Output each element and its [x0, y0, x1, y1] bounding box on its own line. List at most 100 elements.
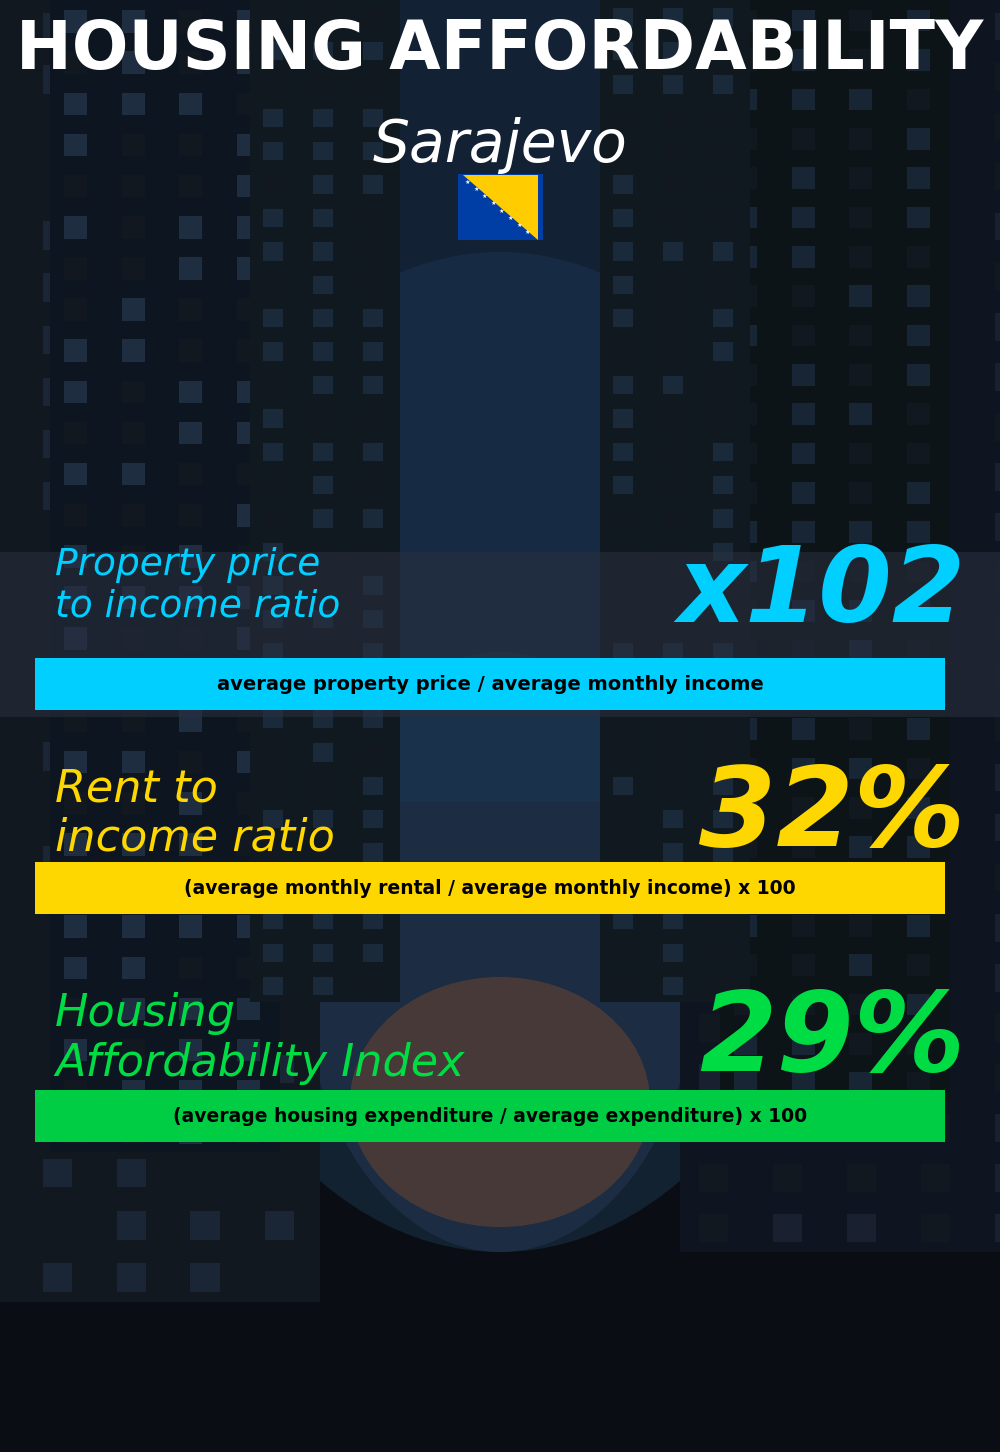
Ellipse shape — [150, 253, 850, 1252]
Bar — [920, 864, 950, 892]
Bar — [920, 764, 950, 791]
Bar — [264, 118, 294, 145]
Bar — [237, 134, 260, 157]
Bar — [262, 209, 283, 227]
Bar — [920, 1165, 950, 1192]
Bar — [64, 957, 87, 979]
Bar — [237, 216, 260, 238]
Bar — [64, 587, 87, 608]
Bar — [846, 113, 876, 141]
Bar — [262, 543, 283, 560]
Bar — [612, 844, 633, 861]
Bar — [772, 913, 802, 941]
Bar — [734, 719, 757, 741]
Bar — [179, 668, 202, 691]
Bar — [612, 743, 633, 761]
Bar — [662, 109, 682, 126]
Bar — [734, 600, 757, 621]
Bar — [662, 743, 682, 761]
Bar — [772, 514, 802, 540]
Bar — [64, 751, 87, 774]
Bar — [179, 340, 202, 362]
Text: Rent to
income ratio: Rent to income ratio — [55, 767, 335, 860]
Bar — [849, 954, 872, 976]
Bar — [179, 1080, 202, 1102]
Bar — [179, 10, 202, 33]
Bar — [179, 1038, 202, 1061]
Bar — [849, 1034, 872, 1054]
Text: ★: ★ — [516, 222, 522, 228]
Bar — [698, 13, 728, 41]
Bar — [920, 713, 950, 741]
Bar — [846, 213, 876, 241]
Bar — [772, 864, 802, 892]
Bar — [312, 176, 332, 193]
Bar — [362, 42, 382, 60]
Bar — [792, 639, 815, 661]
Bar — [907, 443, 930, 465]
Bar — [190, 534, 220, 562]
Bar — [734, 836, 757, 858]
Bar — [849, 600, 872, 621]
Bar — [179, 421, 202, 444]
Bar — [362, 76, 382, 93]
Bar — [994, 764, 1000, 791]
Bar — [122, 668, 145, 691]
Bar — [190, 899, 220, 926]
Bar — [612, 543, 633, 560]
Bar — [734, 325, 757, 347]
Bar — [698, 713, 728, 741]
Bar — [312, 343, 332, 360]
Bar — [312, 409, 332, 427]
Bar — [698, 813, 728, 841]
Bar — [734, 758, 757, 780]
Bar — [698, 463, 728, 491]
Bar — [907, 128, 930, 150]
Bar — [264, 690, 294, 719]
Bar — [920, 964, 950, 992]
Bar — [64, 915, 87, 938]
Bar — [846, 1064, 876, 1092]
Text: ★: ★ — [473, 187, 479, 192]
Bar — [262, 242, 283, 260]
Bar — [920, 614, 950, 640]
Bar — [772, 1013, 802, 1041]
Bar — [920, 1064, 950, 1092]
Bar — [734, 521, 757, 543]
Bar — [994, 1214, 1000, 1241]
Bar — [994, 314, 1000, 341]
Bar — [362, 543, 382, 560]
Bar — [734, 954, 757, 976]
Bar — [237, 298, 260, 321]
Bar — [712, 142, 732, 160]
Bar — [262, 777, 283, 794]
Bar — [907, 639, 930, 661]
Bar — [312, 242, 332, 260]
Bar — [190, 742, 220, 771]
Bar — [734, 10, 757, 32]
Bar — [994, 113, 1000, 141]
Ellipse shape — [350, 977, 650, 1227]
Bar — [312, 476, 332, 494]
Bar — [122, 51, 145, 74]
Bar — [64, 791, 87, 815]
Text: Property price
to income ratio: Property price to income ratio — [55, 547, 340, 624]
Bar — [179, 51, 202, 74]
Bar — [792, 915, 815, 937]
Bar — [698, 1114, 728, 1141]
Bar — [612, 777, 633, 794]
Bar — [312, 844, 332, 861]
Bar — [179, 710, 202, 732]
Bar — [792, 325, 815, 347]
Bar — [262, 109, 283, 126]
Bar — [122, 340, 145, 362]
Bar — [849, 915, 872, 937]
Bar — [64, 51, 87, 74]
Bar — [698, 62, 728, 90]
Text: ★: ★ — [482, 195, 487, 199]
Bar — [920, 414, 950, 441]
Bar — [43, 221, 72, 250]
Bar — [920, 1214, 950, 1241]
Bar — [907, 206, 930, 228]
Bar — [662, 977, 682, 995]
